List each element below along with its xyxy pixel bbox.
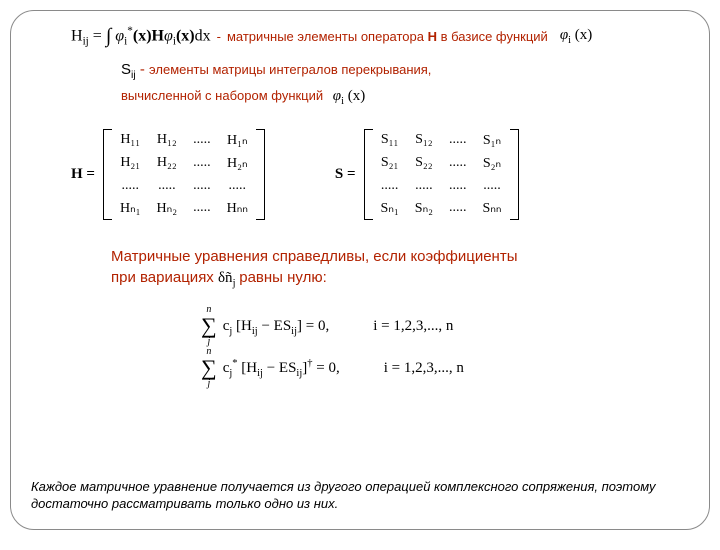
matrices-row: H = H₁₁H₁₂.....H₁ₙ H₂₁H₂₂.....H₂ₙ ......… bbox=[71, 129, 689, 220]
sij-label: Sij - bbox=[121, 61, 149, 78]
phi-basis-1: φi (x) bbox=[560, 27, 592, 46]
matrix-h: H = H₁₁H₁₂.....H₁ₙ H₂₁H₂₂.....H₂ₙ ......… bbox=[71, 129, 265, 220]
equation-2: n ∑ j cj* [Hij − ESij]† = 0, i = 1,2,3,.… bbox=[201, 347, 689, 389]
equations: n ∑ j cj [Hij − ESij] = 0, i = 1,2,3,...… bbox=[201, 305, 689, 389]
phi-basis-2: φi (x) bbox=[333, 88, 365, 104]
definition-sij-row: Sij - элементы матрицы интегралов перекр… bbox=[121, 58, 689, 111]
definition-hij-row: Hij = ∫ φi*(x)Hφi(x)dx - матричные элеме… bbox=[71, 25, 689, 48]
hij-text: матричные элементы оператора H в базисе … bbox=[227, 29, 548, 44]
mid-statement: Матричные уравнения справедливы, если ко… bbox=[111, 246, 689, 292]
hij-formula: Hij = ∫ φi*(x)Hφi(x)dx bbox=[71, 25, 211, 48]
dash-1: - bbox=[217, 29, 221, 44]
footnote: Каждое матричное уравнение получается из… bbox=[31, 478, 689, 513]
equation-1: n ∑ j cj [Hij − ESij] = 0, i = 1,2,3,...… bbox=[201, 305, 689, 347]
matrix-h-table: H₁₁H₁₂.....H₁ₙ H₂₁H₂₂.....H₂ₙ ..........… bbox=[112, 129, 256, 220]
matrix-s: S = S₁₁S₁₂.....S₁ₙ S₂₁S₂₂.....S₂ₙ ......… bbox=[335, 129, 519, 220]
matrix-s-table: S₁₁S₁₂.....S₁ₙ S₂₁S₂₂.....S₂ₙ ..........… bbox=[373, 129, 510, 220]
